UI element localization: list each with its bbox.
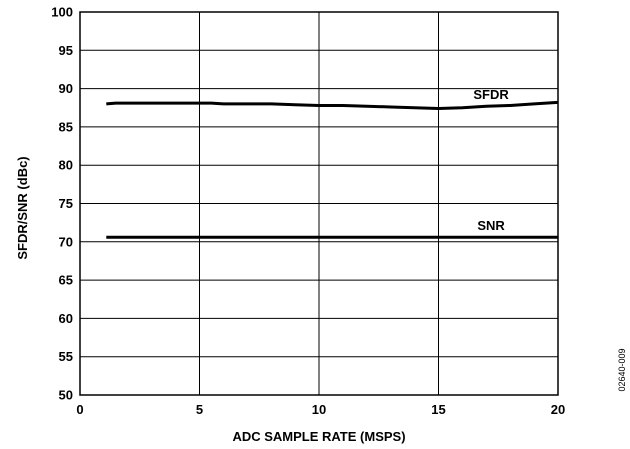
y-tick-label: 60 [59,311,73,326]
y-axis-title: SFDR/SNR (dBc) [15,156,30,259]
y-tick-label: 55 [59,349,73,364]
x-axis-title: ADC SAMPLE RATE (MSPS) [232,429,405,444]
y-tick-label: 70 [59,234,73,249]
plot-border [79,11,559,396]
y-tick-label: 50 [59,388,73,403]
y-tick-label: 65 [59,273,73,288]
y-tick-label: 100 [51,5,73,20]
series-label-snr: SNR [477,218,505,233]
series-line-sfdr [106,100,559,111]
x-tick-label: 5 [196,402,203,417]
series-label-sfdr: SFDR [473,87,509,102]
tick-labels: 50 55 60 65 70 75 80 85 90 95 100 0 5 10 15 20 [51,5,565,418]
x-tick-label: 15 [431,402,445,417]
x-tick-label: 10 [312,402,326,417]
series-labels: SFDR SNR [473,87,509,233]
y-tick-label: 85 [59,119,73,134]
y-tick-label: 75 [59,196,73,211]
y-tick-label: 95 [59,43,73,58]
series-group [106,100,559,239]
figure-id: 02640-009 [617,348,627,391]
x-tick-label: 20 [551,402,565,417]
plot-frame [79,11,559,396]
y-tick-label: 80 [59,158,73,173]
x-tick-label: 0 [76,402,83,417]
y-tick-label: 90 [59,81,73,96]
grid [80,12,558,395]
